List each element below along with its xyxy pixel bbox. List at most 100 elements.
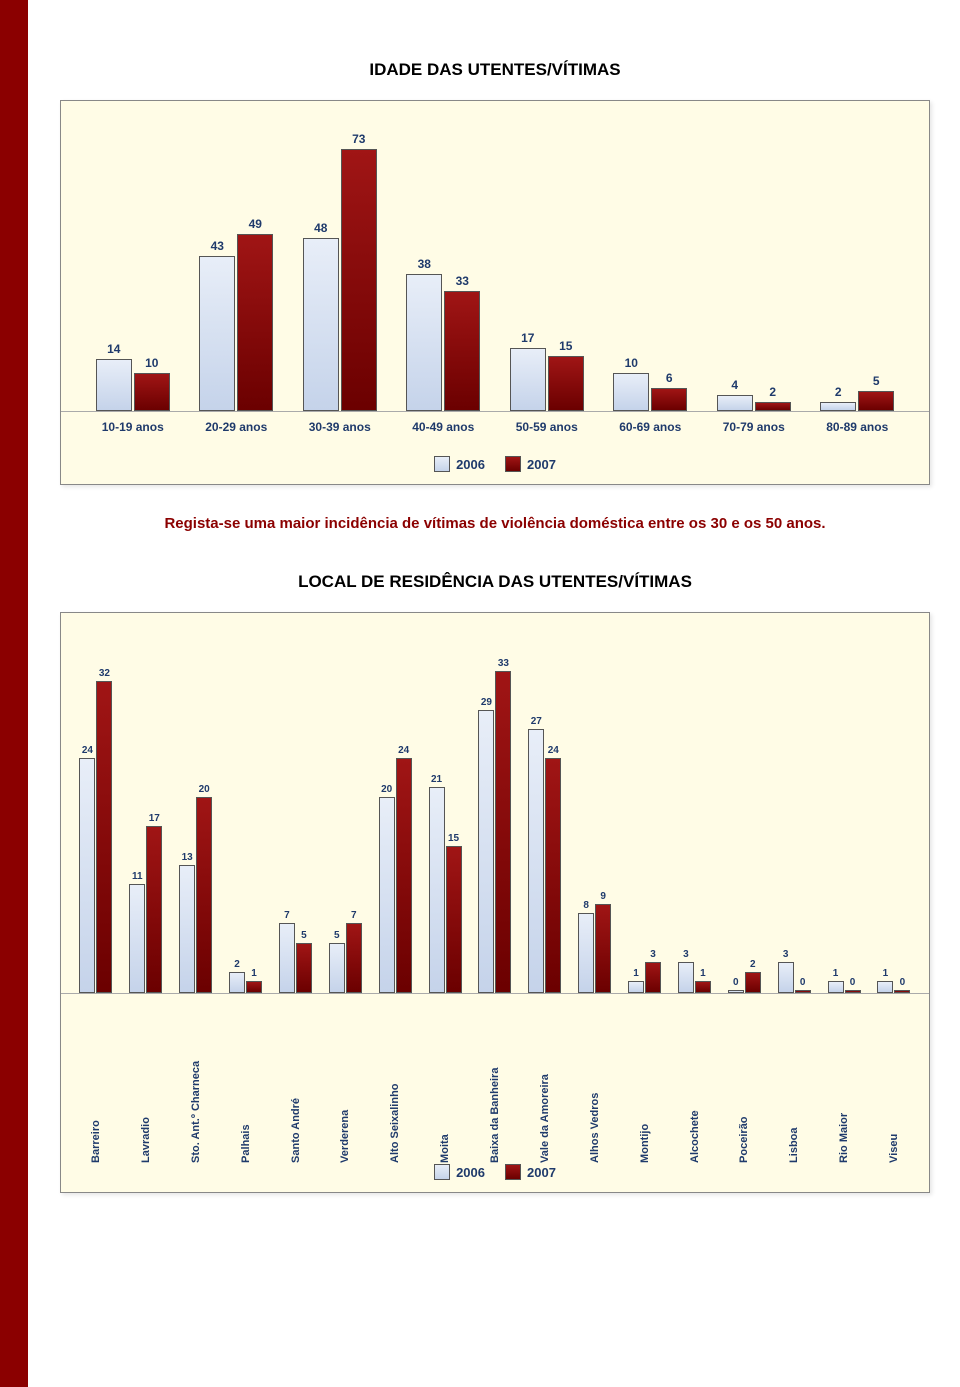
bar-group: 4873 [303,149,377,411]
bar-value-label: 20 [199,784,210,795]
legend-item-2007-b: 2007 [505,1164,556,1180]
bar-2006: 29 [478,710,494,993]
bar-value-label: 15 [448,833,459,844]
bar-2007: 20 [196,797,212,993]
bar-value-label: 24 [548,745,559,756]
bar-group: 75 [279,923,312,993]
sidebar-accent [0,0,28,1387]
legend-label-2006-b: 2006 [456,1165,485,1180]
bar-2007: 5 [296,943,312,993]
bar-value-label: 24 [82,745,93,756]
x-axis-label: Alto Seixalinho [389,1113,401,1163]
bar-value-label: 2 [769,385,776,399]
bar-value-label: 17 [521,331,534,345]
x-axis-label: Sto. Ant.º Charneca [190,1113,202,1163]
bar-2006: 27 [528,729,544,993]
bar-value-label: 5 [334,930,340,941]
bar-2007: 2 [745,972,761,993]
bar-value-label: 73 [352,132,365,146]
bar-value-label: 48 [314,221,327,235]
x-axis-label: Moita [439,1113,451,1163]
bar-2006: 2 [820,402,856,411]
bar-value-label: 1 [883,968,889,979]
bar-value-label: 15 [559,339,572,353]
bar-value-label: 27 [531,716,542,727]
bar-value-label: 7 [284,910,290,921]
x-axis-label: Vale da Amoreira [539,1113,551,1163]
bar-group: 1117 [129,826,162,993]
bar-2006: 1 [828,981,844,993]
chart2-area: 2432111713202175572024211529332724891331… [61,613,929,993]
bar-value-label: 20 [381,784,392,795]
bar-group: 31 [678,962,711,993]
bar-group: 10 [828,981,861,993]
bar-group: 1410 [96,359,170,411]
legend-swatch-2006-b [434,1164,450,1180]
legend-swatch-2006 [434,456,450,472]
x-axis-label: Alcochete [688,1113,700,1163]
bar-value-label: 33 [498,658,509,669]
bar-2007: 9 [595,904,611,993]
bar-value-label: 10 [625,356,638,370]
bar-group: 21 [229,972,262,993]
bar-2006: 8 [578,913,594,993]
bar-group: 2432 [79,681,112,993]
bar-group: 30 [778,962,811,993]
bar-group: 1320 [179,797,212,993]
legend-item-2007: 2007 [505,456,556,472]
chart2-xlabels: BarreiroLavradioSto. Ant.º CharnecaPalha… [61,993,929,1152]
bar-group: 10 [877,981,910,993]
bar-2006: 1 [628,981,644,993]
bar-group: 42 [717,395,791,411]
x-axis-label: Barreiro [90,1113,102,1163]
bar-2007: 6 [651,388,687,411]
x-axis-label: Lavradio [140,1113,152,1163]
bar-value-label: 6 [666,371,673,385]
bar-2006: 11 [129,884,145,993]
bar-group: 3833 [406,274,480,411]
bar-value-label: 43 [211,239,224,253]
bar-group: 2115 [429,787,462,993]
x-axis-label: 20-29 anos [185,420,289,434]
bar-value-label: 1 [633,968,639,979]
bar-value-label: 0 [850,977,856,988]
bar-2006: 3 [778,962,794,993]
bar-2007: 33 [495,671,511,993]
chart1-legend: 2006 2007 [61,444,929,484]
legend-label-2006: 2006 [456,457,485,472]
bar-value-label: 9 [600,891,606,902]
legend-swatch-2007-b [505,1164,521,1180]
bar-group: 27 24 [528,729,561,993]
bar-2007: 33 [444,291,480,411]
bar-2007: 10 [134,373,170,411]
x-axis-label: Lisboa [788,1113,800,1163]
bar-group: 2933 [478,671,511,993]
x-axis-label: Baixa da Banheira [489,1113,501,1163]
x-axis-label: 50-59 anos [495,420,599,434]
x-axis-label: 70-79 anos [702,420,806,434]
bar-value-label: 2 [835,385,842,399]
bar-group: 89 [578,904,611,993]
bar-2006: 38 [406,274,442,411]
bar-2006: 3 [678,962,694,993]
bar-value-label: 21 [431,774,442,785]
bar-group: 106 [613,373,687,411]
chart2-title: LOCAL DE RESIDÊNCIA DAS UTENTES/VÍTIMAS [60,572,930,592]
bar-value-label: 1 [700,968,706,979]
bar-2006: 17 [510,348,546,411]
bar-2006: 0 [728,990,744,993]
bar-value-label: 1 [251,968,257,979]
bar-value-label: 2 [750,959,756,970]
bar-value-label: 3 [650,949,656,960]
bar-2007: 5 [858,391,894,411]
bar-2007: 49 [237,234,273,411]
legend-item-2006: 2006 [434,456,485,472]
bar-2007: 24 [396,758,412,993]
legend-item-2006-b: 2006 [434,1164,485,1180]
bar-value-label: 2 [234,959,240,970]
bar-2007: 3 [645,962,661,993]
bar-2006: 24 [79,758,95,993]
bar-value-label: 0 [800,977,806,988]
content: IDADE DAS UTENTES/VÍTIMAS 14104349487338… [60,20,930,1357]
x-axis-label: Palhais [240,1113,252,1163]
